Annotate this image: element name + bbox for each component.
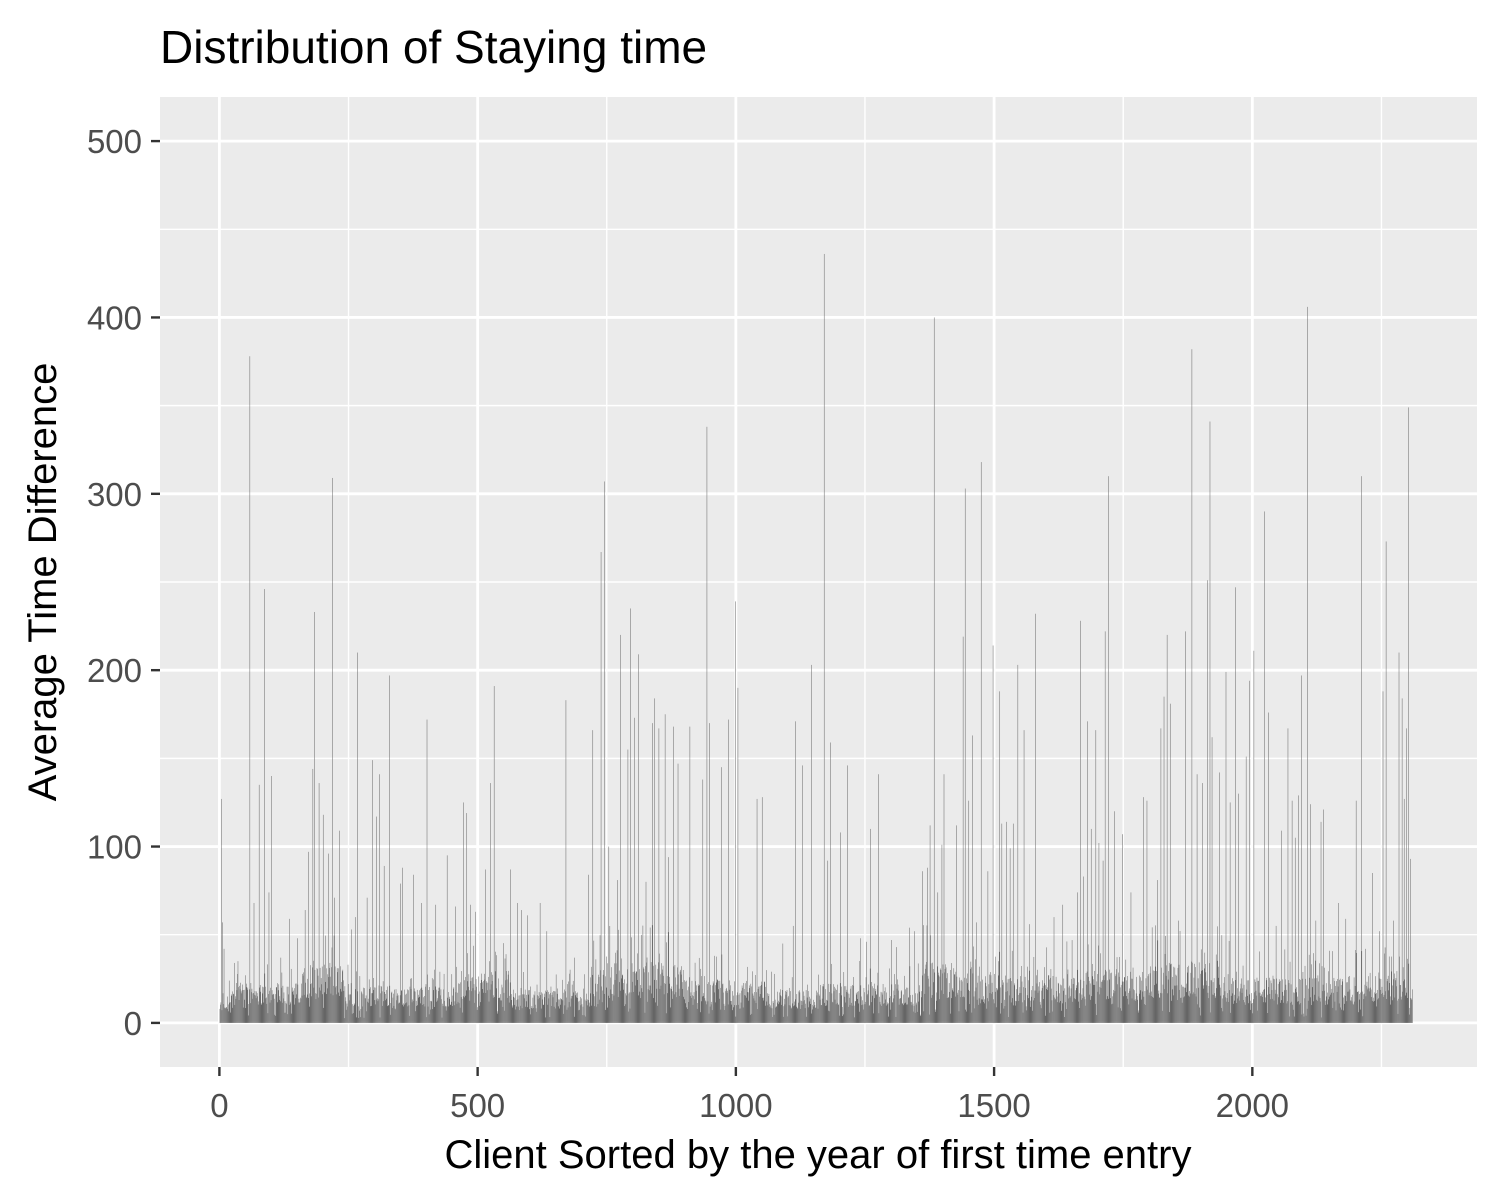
chart-title: Distribution of Staying time [160,21,707,73]
x-tick-label: 1000 [699,1087,772,1124]
bar-series [219,253,1413,1023]
x-tick-label: 500 [450,1087,505,1124]
x-tick-label: 1500 [957,1087,1030,1124]
y-tick-label: 200 [87,652,142,689]
y-tick-label: 100 [87,829,142,866]
x-tick-label: 2000 [1216,1087,1289,1124]
x-tick-label: 0 [210,1087,228,1124]
minor-gridlines [160,97,1477,1067]
x-axis: 0 500 1000 1500 2000 [210,1067,1289,1124]
y-tick-label: 0 [124,1005,142,1042]
y-tick-label: 400 [87,299,142,336]
y-axis: 0 100 200 300 400 500 [87,123,160,1042]
y-tick-label: 300 [87,476,142,513]
x-axis-title: Client Sorted by the year of first time … [445,1133,1192,1177]
y-tick-label: 500 [87,123,142,160]
y-axis-title: Average Time Difference [21,363,65,802]
